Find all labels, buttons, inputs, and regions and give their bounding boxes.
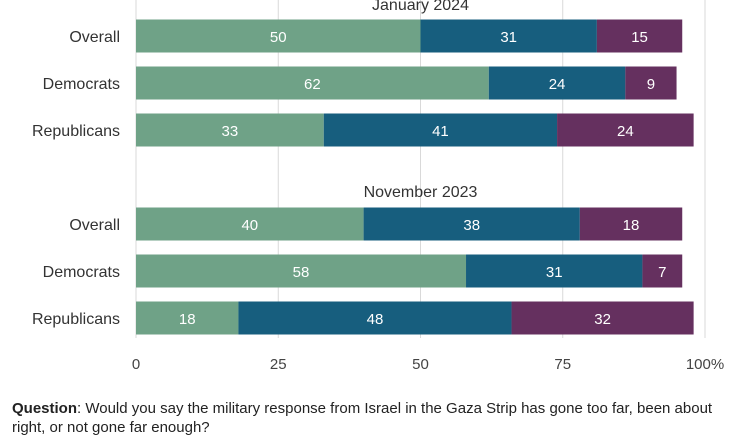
data-label: 31 [546, 264, 563, 281]
bar-segment [596, 19, 683, 53]
bar-segment [488, 66, 626, 100]
data-label: 38 [463, 217, 480, 234]
stacked-bar-chart: 0 25 50 75 100% January 2024 Overall 50 31 15 Demo… [32, 0, 724, 373]
bar-segment [642, 254, 683, 288]
question-label: Question [12, 400, 78, 417]
data-label: 62 [304, 76, 321, 93]
data-label: 9 [647, 76, 655, 93]
bar-segment [363, 207, 580, 241]
data-label: 41 [432, 123, 449, 140]
category-label: Overall [69, 29, 120, 46]
data-label: 33 [222, 123, 239, 140]
group-title: January 2024 [372, 0, 469, 14]
category-label: Overall [69, 217, 120, 234]
data-label: 24 [549, 76, 566, 93]
bar-segment [136, 66, 489, 100]
x-tick-label: 75 [554, 356, 571, 373]
category-label: Republicans [32, 311, 120, 328]
bar-segment [136, 113, 324, 147]
category-label: Democrats [43, 264, 120, 281]
data-label: 7 [658, 264, 666, 281]
data-label: 32 [594, 311, 611, 328]
question-text: : Would you say the military response fr… [12, 400, 713, 436]
bar-segment [136, 207, 364, 241]
bar-segment [466, 254, 643, 288]
bar-segment [557, 113, 694, 147]
data-label: 58 [293, 264, 310, 281]
x-tick-label: 25 [270, 356, 287, 373]
category-label: Democrats [43, 76, 120, 93]
bars [136, 19, 694, 335]
data-label: 18 [623, 217, 640, 234]
data-label: 48 [367, 311, 384, 328]
data-label: 40 [241, 217, 258, 234]
group-title: November 2023 [364, 184, 478, 201]
x-tick-label: 50 [412, 356, 429, 373]
data-label: 18 [179, 311, 196, 328]
data-label: 31 [500, 29, 517, 46]
x-tick-label: 0 [132, 356, 140, 373]
bar-segment [579, 207, 683, 241]
question-footnote: Question: Would you say the military res… [12, 399, 732, 437]
category-label: Republicans [32, 123, 120, 140]
bar-segment [511, 301, 694, 335]
labels: 0 25 50 75 100% January 2024 Overall 50 31 15 Demo… [32, 0, 724, 373]
bar-segment [323, 113, 558, 147]
bar-segment [238, 301, 512, 335]
data-label: 50 [270, 29, 287, 46]
x-tick-label: 100% [686, 356, 724, 373]
bar-segment [136, 301, 239, 335]
data-label: 15 [631, 29, 648, 46]
bar-segment [136, 254, 467, 288]
data-label: 24 [617, 123, 634, 140]
bar-segment [136, 19, 421, 53]
bar-segment [625, 66, 677, 100]
bar-segment [420, 19, 597, 53]
